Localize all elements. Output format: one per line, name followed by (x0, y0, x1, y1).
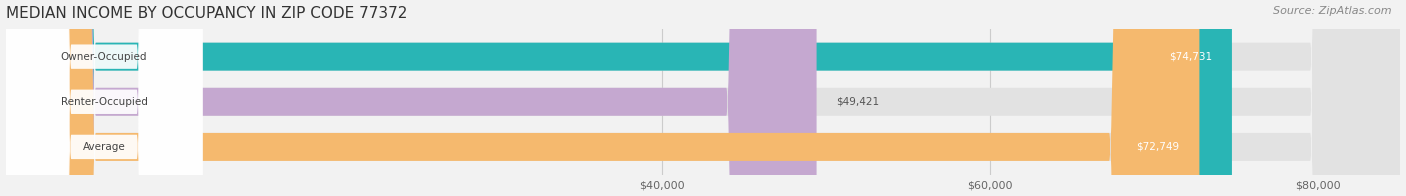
FancyBboxPatch shape (6, 0, 817, 196)
Text: Average: Average (83, 142, 125, 152)
FancyBboxPatch shape (6, 0, 202, 196)
Text: $72,749: $72,749 (1136, 142, 1180, 152)
Text: $49,421: $49,421 (837, 97, 879, 107)
Text: Owner-Occupied: Owner-Occupied (60, 52, 148, 62)
FancyBboxPatch shape (6, 0, 202, 196)
FancyBboxPatch shape (6, 0, 1199, 196)
FancyBboxPatch shape (6, 0, 1400, 196)
FancyBboxPatch shape (6, 0, 1400, 196)
FancyBboxPatch shape (6, 0, 1232, 196)
Text: $74,731: $74,731 (1170, 52, 1212, 62)
FancyBboxPatch shape (6, 0, 202, 196)
Text: Source: ZipAtlas.com: Source: ZipAtlas.com (1274, 6, 1392, 16)
Text: Renter-Occupied: Renter-Occupied (60, 97, 148, 107)
Text: MEDIAN INCOME BY OCCUPANCY IN ZIP CODE 77372: MEDIAN INCOME BY OCCUPANCY IN ZIP CODE 7… (6, 5, 406, 21)
FancyBboxPatch shape (6, 0, 1400, 196)
